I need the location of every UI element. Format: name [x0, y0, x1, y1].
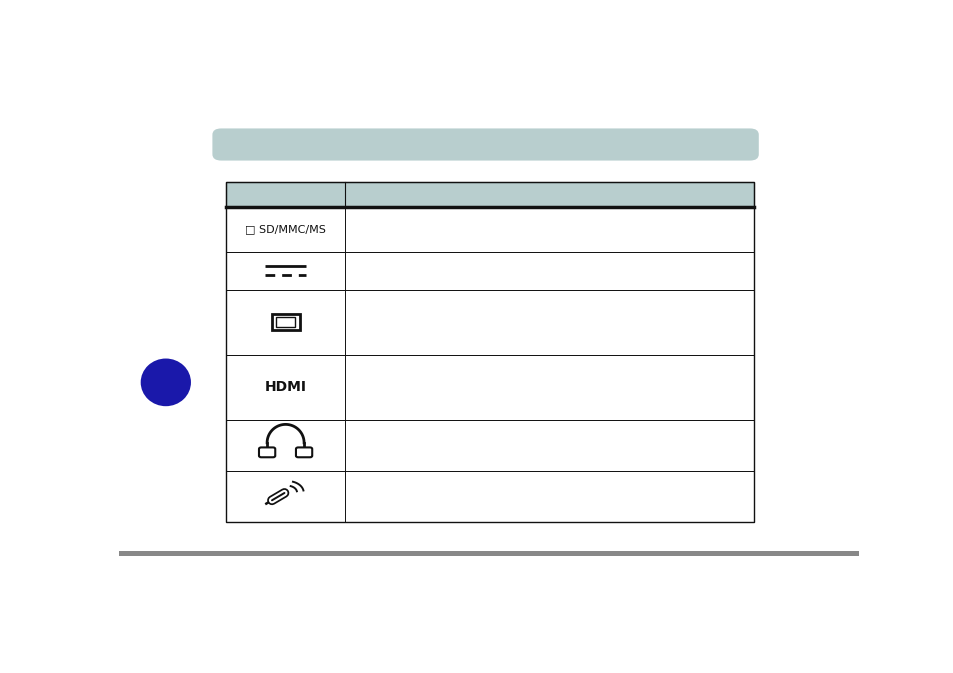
- Bar: [119, 551, 858, 557]
- Text: HDMI: HDMI: [264, 380, 306, 394]
- Bar: [226, 420, 753, 471]
- Bar: [226, 289, 753, 355]
- Bar: [226, 182, 753, 522]
- Bar: [226, 355, 753, 420]
- FancyBboxPatch shape: [295, 448, 312, 457]
- Bar: [226, 252, 753, 289]
- Bar: [226, 471, 753, 522]
- FancyBboxPatch shape: [258, 448, 275, 457]
- Bar: [226, 182, 753, 207]
- Ellipse shape: [140, 359, 191, 406]
- Bar: [275, 318, 294, 326]
- Bar: [226, 207, 753, 252]
- FancyBboxPatch shape: [213, 129, 758, 161]
- Bar: [272, 314, 299, 330]
- Text: □ SD/MMC/MS: □ SD/MMC/MS: [245, 224, 326, 234]
